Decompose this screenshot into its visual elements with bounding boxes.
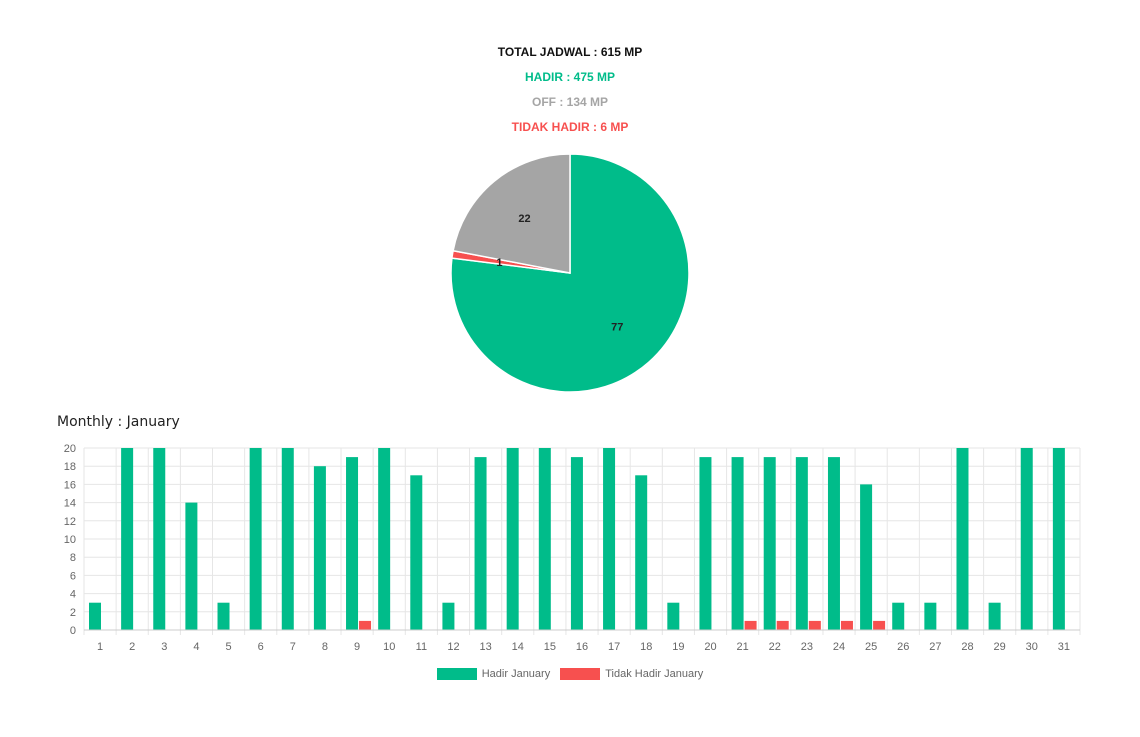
bar-hadir[interactable] [827, 457, 840, 630]
y-tick-label: 20 [64, 443, 76, 455]
x-tick-label: 10 [383, 641, 395, 653]
y-tick-label: 16 [64, 479, 76, 491]
bar-hadir[interactable] [538, 448, 551, 630]
pie-slice-label: 1 [496, 257, 502, 269]
x-tick-label: 7 [290, 641, 296, 653]
bar-tidak-hadir[interactable] [840, 620, 853, 630]
bar-tidak-hadir[interactable] [744, 620, 757, 630]
pie-slice-label: 22 [518, 213, 530, 225]
bar-tidak-hadir[interactable] [873, 620, 886, 630]
bar-hadir[interactable] [570, 457, 583, 630]
x-tick-label: 12 [447, 641, 459, 653]
bar-tidak-hadir[interactable] [776, 620, 789, 630]
x-tick-label: 9 [354, 641, 360, 653]
x-tick-label: 30 [1026, 641, 1038, 653]
y-tick-label: 4 [70, 589, 76, 601]
bar-hadir[interactable] [121, 448, 134, 630]
y-tick-label: 0 [70, 625, 76, 637]
y-tick-label: 14 [64, 498, 76, 510]
attendance-pie-chart: 77 1 22 [450, 153, 690, 393]
legend-item-hadir[interactable]: Hadir January [436, 668, 551, 680]
bar-hadir[interactable] [1020, 448, 1033, 630]
bar-hadir[interactable] [378, 448, 391, 630]
bar-hadir[interactable] [667, 602, 680, 630]
bar-tidak-hadir[interactable] [808, 620, 821, 630]
y-tick-label: 10 [64, 534, 76, 546]
bar-tidak-hadir[interactable] [359, 620, 372, 630]
x-tick-label: 27 [929, 641, 941, 653]
bar-hadir[interactable] [956, 448, 969, 630]
y-tick-label: 18 [64, 461, 76, 473]
x-tick-label: 24 [833, 641, 845, 653]
x-tick-label: 31 [1058, 641, 1070, 653]
legend-swatch-hadir [436, 668, 477, 680]
bar-hadir[interactable] [474, 457, 487, 630]
y-tick-label: 8 [70, 552, 76, 564]
bar-hadir[interactable] [410, 475, 423, 630]
x-tick-label: 25 [865, 641, 877, 653]
pie-slice-label: 77 [611, 322, 623, 334]
bar-hadir[interactable] [153, 448, 166, 630]
x-tick-label: 23 [801, 641, 813, 653]
total-jadwal-label: TOTAL JADWAL : 615 MP [497, 45, 643, 59]
x-tick-label: 22 [769, 641, 781, 653]
hadir-label: HADIR : 475 MP [524, 70, 616, 84]
x-tick-label: 17 [608, 641, 620, 653]
bar-hadir[interactable] [892, 602, 905, 630]
bar-hadir[interactable] [731, 457, 744, 630]
x-tick-label: 15 [544, 641, 556, 653]
x-tick-label: 1 [97, 641, 103, 653]
bar-hadir[interactable] [281, 448, 294, 630]
summary-block: TOTAL JADWAL : 615 MP HADIR : 475 MP OFF… [0, 40, 1140, 140]
bar-chart-legend: Hadir January Tidak Hadir January [0, 668, 1140, 680]
bar-hadir[interactable] [924, 602, 937, 630]
x-tick-label: 21 [737, 641, 749, 653]
legend-label-hadir: Hadir January [481, 668, 551, 680]
y-tick-label: 12 [64, 516, 76, 528]
x-tick-label: 2 [129, 641, 135, 653]
bar-hadir[interactable] [89, 602, 101, 630]
bar-hadir[interactable] [635, 475, 648, 630]
monthly-title: Monthly : January [57, 414, 180, 430]
bar-hadir[interactable] [603, 448, 616, 630]
bar-hadir[interactable] [860, 484, 873, 630]
off-label: OFF : 134 MP [531, 95, 608, 109]
bar-hadir[interactable] [442, 602, 455, 630]
y-tick-label: 2 [70, 607, 76, 619]
x-tick-label: 29 [994, 641, 1006, 653]
x-tick-label: 16 [576, 641, 588, 653]
bar-hadir[interactable] [763, 457, 776, 630]
x-tick-label: 3 [161, 641, 167, 653]
pie-slice[interactable] [452, 153, 571, 274]
x-tick-label: 20 [704, 641, 716, 653]
bar-hadir[interactable] [217, 602, 230, 630]
x-tick-label: 8 [322, 641, 328, 653]
x-tick-label: 28 [961, 641, 973, 653]
x-tick-label: 19 [672, 641, 684, 653]
x-tick-label: 11 [416, 641, 427, 653]
bar-hadir[interactable] [346, 457, 359, 630]
x-tick-label: 6 [258, 641, 264, 653]
x-tick-label: 13 [479, 641, 491, 653]
x-tick-label: 4 [193, 641, 199, 653]
x-tick-label: 26 [897, 641, 909, 653]
legend-item-tidak-hadir[interactable]: Tidak Hadir January [560, 668, 703, 680]
bar-hadir[interactable] [699, 457, 712, 630]
bar-hadir[interactable] [249, 448, 262, 630]
x-tick-label: 18 [640, 641, 652, 653]
bar-hadir[interactable] [1052, 448, 1065, 630]
x-tick-label: 5 [226, 641, 232, 653]
legend-label-tidak-hadir: Tidak Hadir January [605, 668, 704, 680]
bar-hadir[interactable] [795, 457, 808, 630]
bar-hadir[interactable] [313, 466, 326, 630]
bar-hadir[interactable] [185, 502, 198, 630]
y-tick-label: 6 [70, 570, 76, 582]
legend-swatch-tidak-hadir [560, 668, 601, 680]
bar-hadir[interactable] [988, 602, 1001, 630]
bar-hadir[interactable] [506, 448, 519, 630]
tidak-hadir-label: TIDAK HADIR : 6 MP [511, 120, 629, 134]
x-tick-label: 14 [512, 641, 524, 653]
